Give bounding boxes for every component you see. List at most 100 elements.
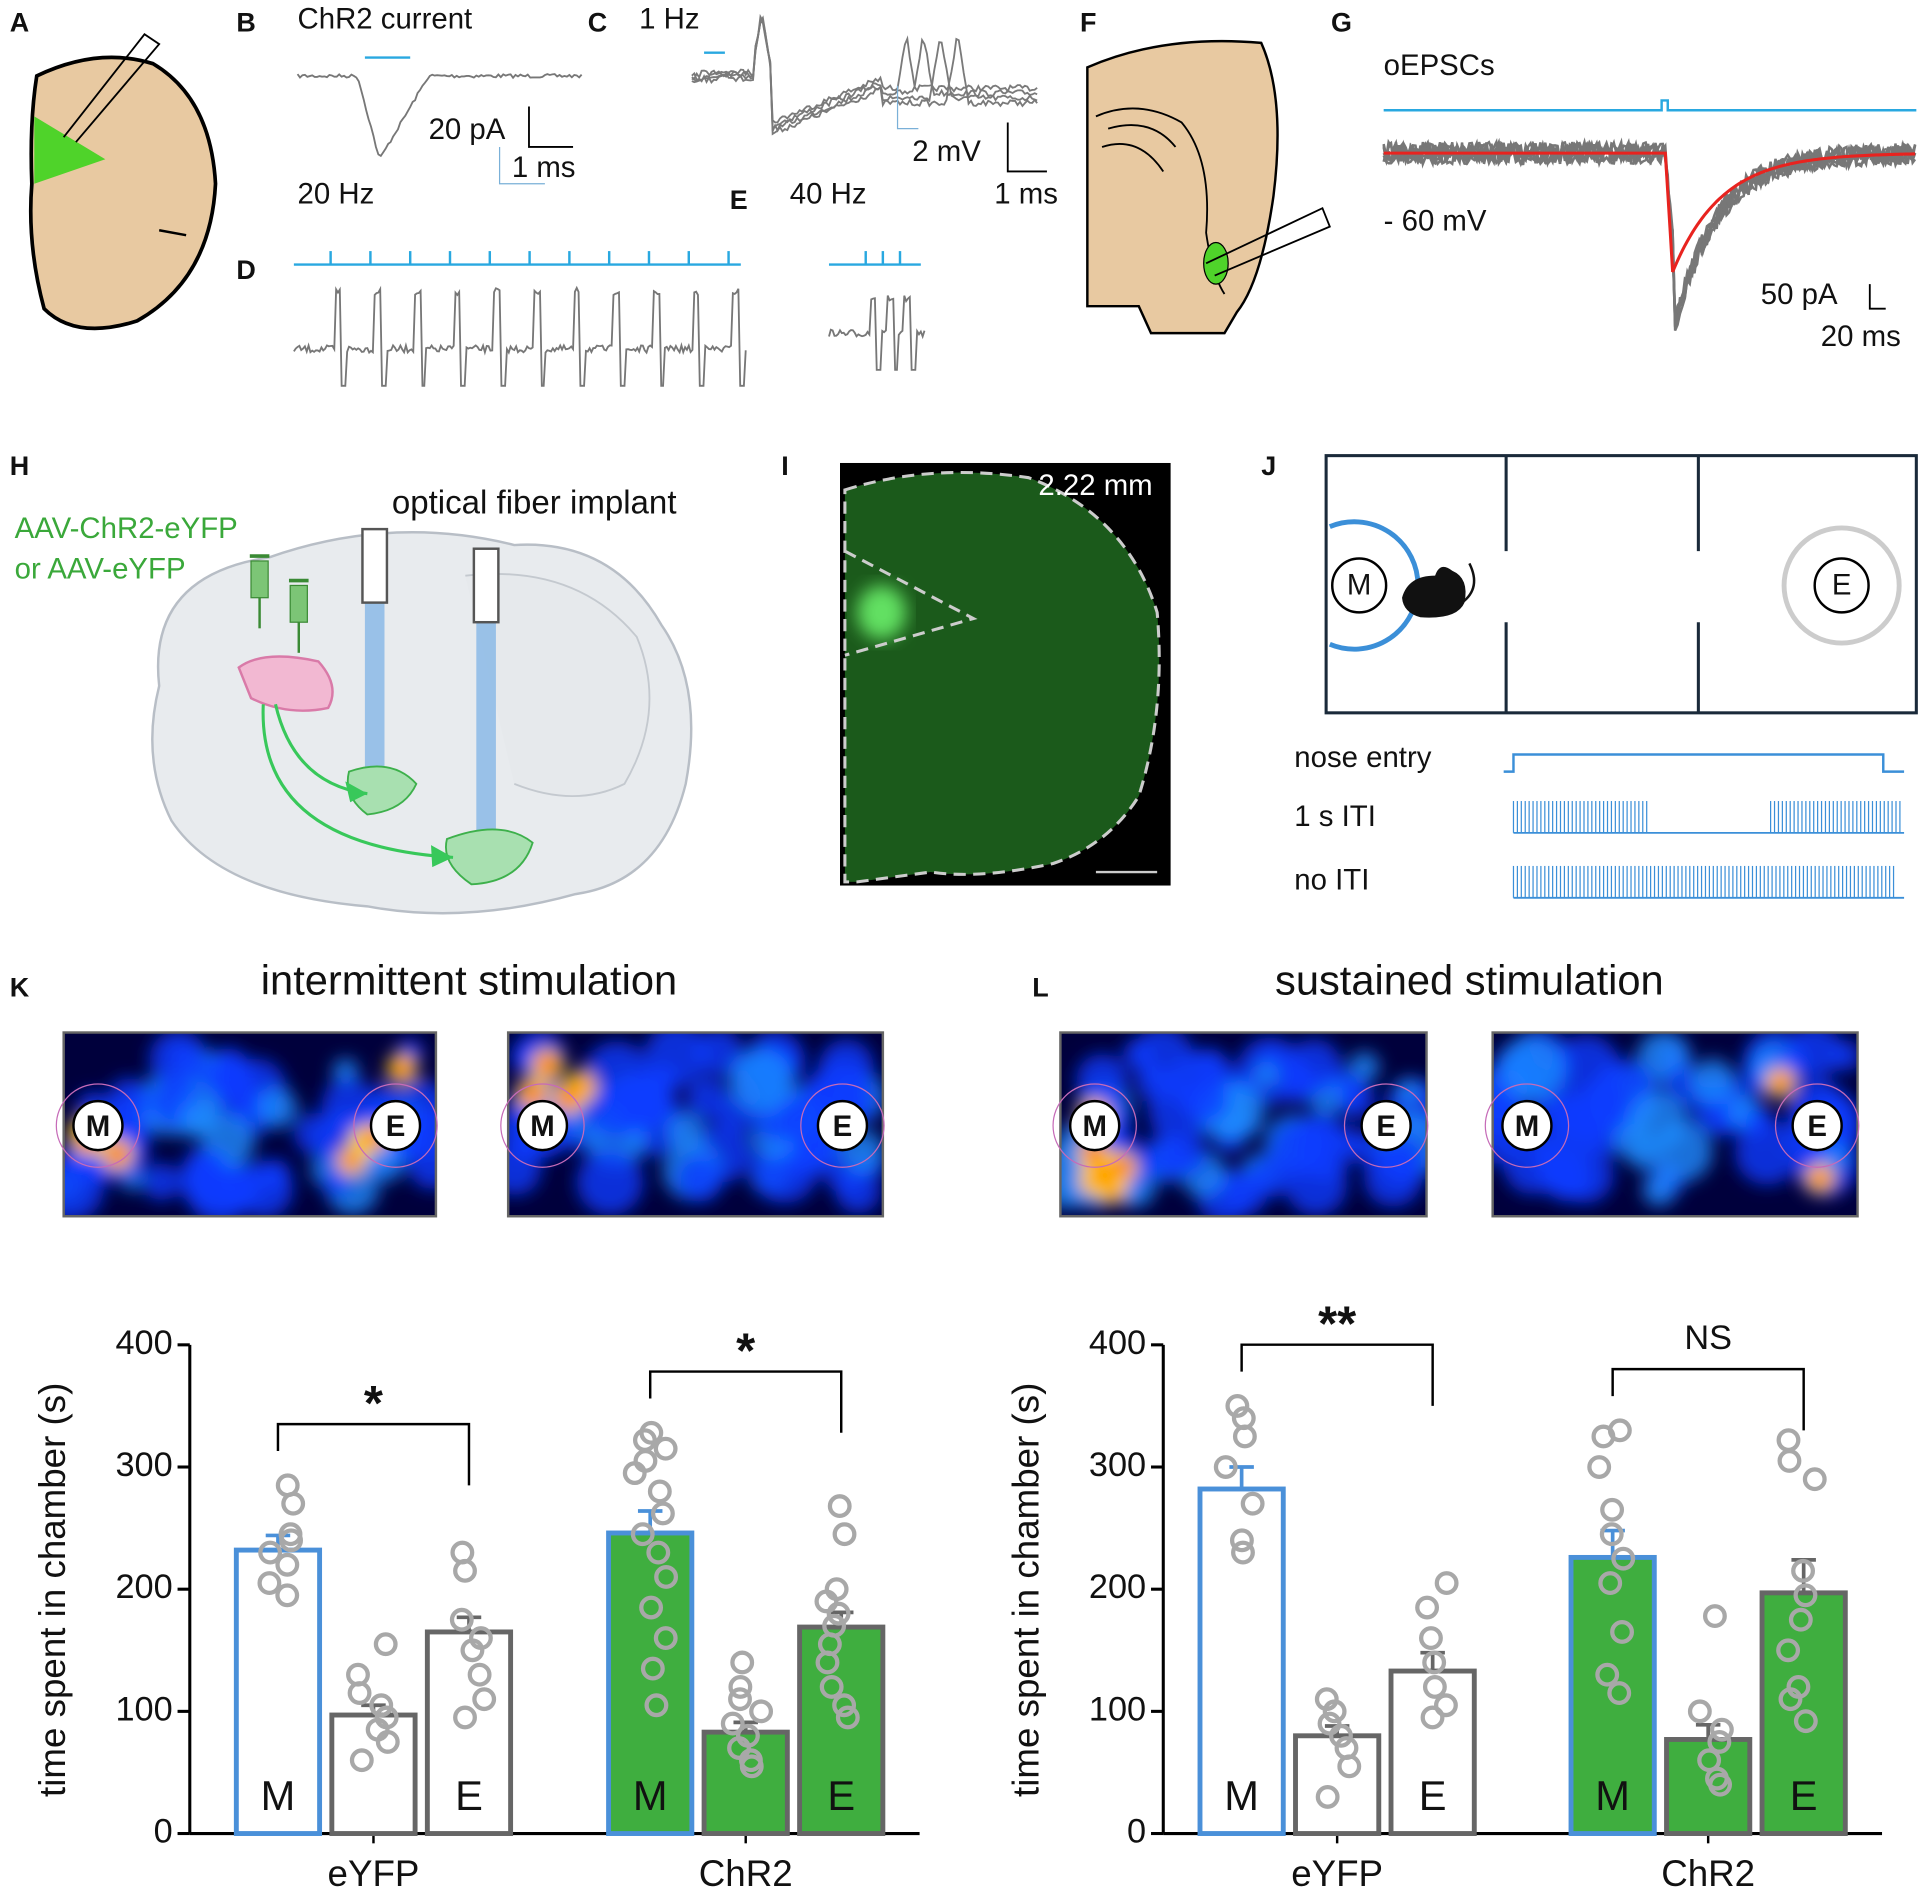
heat-blob <box>1296 1112 1347 1163</box>
data-point <box>1778 1687 1803 1712</box>
bar-chart: time spent in chamber (s) 0 100 200 300 400 eY… <box>1005 1297 1883 1894</box>
panel-label: G <box>1331 8 1352 38</box>
zone-ring <box>800 1083 885 1168</box>
data-point <box>1337 1754 1362 1779</box>
data-point <box>1587 1455 1612 1479</box>
scale-bar <box>1006 122 1047 173</box>
trace <box>691 13 1038 133</box>
data-point <box>727 1736 751 1760</box>
scale-bar <box>1868 284 1886 310</box>
data-point <box>369 1693 394 1718</box>
heatmap-frame <box>62 1031 438 1218</box>
data-point <box>373 1632 398 1657</box>
heat-blob <box>1773 1075 1788 1090</box>
data-point <box>644 1693 669 1718</box>
heat-blob <box>1254 1061 1279 1087</box>
heat-blob <box>1285 1154 1348 1216</box>
trace-title: ChR2 current <box>298 3 473 36</box>
heat-blob <box>394 1061 410 1076</box>
heat-blob <box>1829 1040 1858 1072</box>
illustrations <box>28 13 1918 1218</box>
heat-blob <box>344 1153 359 1169</box>
heat-blobs <box>63 1032 436 1217</box>
significance-label: NS <box>1684 1319 1732 1357</box>
row-label: nose entry <box>1294 741 1431 774</box>
trace <box>691 20 1038 136</box>
data-point <box>1802 1467 1827 1492</box>
y-tick-label: 0 <box>1127 1813 1146 1851</box>
panel-label: F <box>1080 8 1096 38</box>
trace-title: 40 Hz <box>790 178 867 211</box>
y-tick-label: 100 <box>1089 1690 1146 1728</box>
panel-title: sustained stimulation <box>1275 957 1664 1004</box>
data-point <box>1776 1428 1801 1453</box>
heat-blob <box>523 1085 542 1103</box>
data-point <box>1213 1455 1238 1479</box>
port <box>1331 557 1388 614</box>
trace-title: 20 Hz <box>298 178 375 211</box>
port-label: E <box>386 1110 406 1143</box>
port-label: E <box>1376 1110 1396 1143</box>
heat-blob <box>508 1143 542 1196</box>
data-point <box>275 1552 300 1577</box>
implant-label: optical fiber implant <box>392 484 677 521</box>
heat-blob <box>728 1048 794 1114</box>
heat-blob <box>1543 1090 1581 1128</box>
arrowhead <box>431 845 454 868</box>
heat-blob <box>1821 1143 1849 1171</box>
data-point <box>814 1589 839 1614</box>
data-point <box>832 1693 857 1718</box>
data-point <box>1777 1448 1802 1473</box>
pipette <box>62 33 161 143</box>
fiber-ferrule <box>472 547 500 624</box>
heat-blob <box>1112 1158 1131 1177</box>
data-point <box>257 1571 282 1596</box>
scale-label: 50 pA <box>1761 278 1838 311</box>
region-outline <box>844 549 978 657</box>
y-tick-label: 200 <box>1089 1568 1146 1606</box>
data-point <box>832 1522 857 1547</box>
trace <box>828 295 926 371</box>
scale-label: 2 mV <box>912 135 981 168</box>
heat-blobs <box>1060 1032 1427 1217</box>
pipette <box>1205 206 1331 277</box>
syringe <box>289 584 308 623</box>
bar <box>1197 1486 1286 1836</box>
data-point <box>639 1595 664 1620</box>
injection-site <box>1203 241 1229 285</box>
data-point <box>375 1729 400 1754</box>
group-label: eYFP <box>328 1853 420 1894</box>
scale-label: 1 ms <box>512 151 576 184</box>
data-point <box>1420 1705 1445 1730</box>
data-point <box>349 1748 374 1773</box>
port <box>1813 557 1870 614</box>
heat-blob <box>1642 1173 1676 1207</box>
port <box>1068 1099 1121 1152</box>
panel-label: E <box>730 185 748 215</box>
trace <box>1382 138 1917 321</box>
bar <box>1388 1668 1477 1836</box>
data-point <box>654 1565 679 1589</box>
brain-section <box>1086 39 1279 335</box>
data-point <box>1708 1772 1733 1797</box>
data-point <box>1317 1711 1342 1736</box>
y-tick-label: 300 <box>115 1446 172 1484</box>
heat-blob <box>108 1145 126 1164</box>
y-axis-label: time spent in chamber (s) <box>1005 1383 1046 1797</box>
zone-ring <box>500 1083 585 1168</box>
heat-blob <box>1143 1135 1189 1181</box>
data-point <box>281 1491 306 1516</box>
data-point <box>1434 1693 1458 1718</box>
port <box>1360 1099 1412 1152</box>
port-label: E <box>1832 568 1852 601</box>
data-point <box>467 1662 492 1687</box>
y-tick-label: 100 <box>115 1690 172 1728</box>
heat-blob <box>1503 1135 1562 1195</box>
heat-blob <box>560 1089 578 1107</box>
data-point <box>279 1528 304 1553</box>
panel-label: A <box>10 8 29 38</box>
panel-label: H <box>10 451 29 481</box>
data-point <box>1422 1674 1447 1699</box>
heat-blob <box>142 1162 181 1201</box>
significance-bracket <box>648 1370 843 1433</box>
